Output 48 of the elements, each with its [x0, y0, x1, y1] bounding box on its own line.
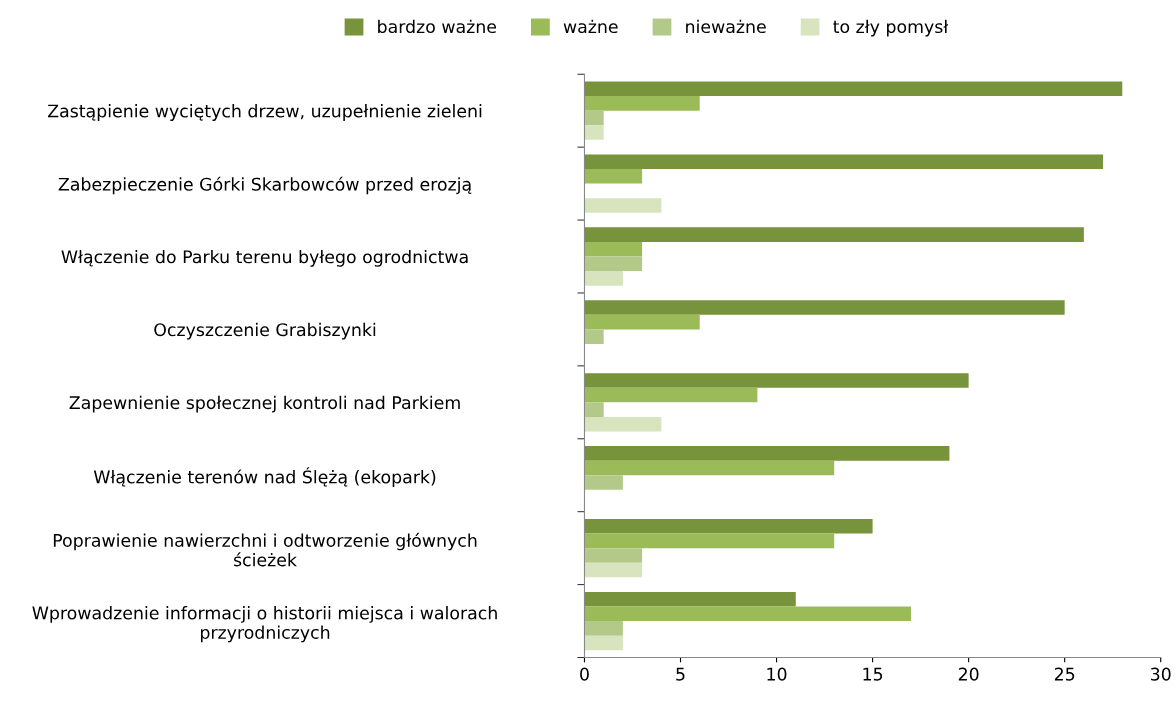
- bar: [584, 329, 604, 344]
- bar: [584, 81, 1123, 97]
- bar: [584, 125, 604, 140]
- y-tick-label: Zapewnienie społecznej kontroli nad Parkiem: [69, 395, 460, 413]
- x-tick-label: 30: [1150, 667, 1171, 681]
- bar: [584, 241, 643, 257]
- legend-label: nieważne: [686, 19, 766, 34]
- legend-label: to zły pomysł: [833, 19, 949, 37]
- y-tick-label: Zabezpieczenie Górki Skarbowców przed erozją: [58, 176, 472, 195]
- bar: [584, 402, 604, 417]
- bar: [584, 256, 643, 272]
- bar: [584, 271, 623, 286]
- bar: [584, 300, 1065, 315]
- bar: [584, 591, 796, 607]
- y-tick-label: Oczyszczenie Grabiszynki: [154, 322, 376, 340]
- bar: [584, 562, 643, 578]
- bar: [584, 416, 662, 432]
- bar: [584, 373, 969, 388]
- x-tick-label: 10: [767, 667, 787, 681]
- bar: [584, 548, 643, 563]
- legend-label: ważne: [563, 19, 618, 34]
- y-tick-label: Poprawienie nawierzchni i odtworzenie głównych ścieżek: [53, 532, 477, 567]
- x-tick-label: 25: [1054, 667, 1075, 681]
- bar: [584, 169, 643, 184]
- bar: [584, 621, 623, 636]
- bar: [584, 110, 604, 126]
- bar: [584, 460, 835, 476]
- bar: [584, 314, 700, 330]
- x-tick-label: 15: [863, 667, 883, 681]
- x-tick-label: 0: [580, 667, 589, 681]
- bar: [584, 154, 1104, 170]
- bar: [584, 518, 873, 534]
- y-tick-label: Wprowadzenie informacji o historii miejsca i walorach przyrodniczych: [32, 606, 497, 643]
- bar: [584, 96, 700, 111]
- x-tick-label: 5: [676, 667, 685, 681]
- bar: [584, 198, 662, 213]
- y-tick-label: Włączenie do Parku terenu byłego ogrodnictwa: [61, 249, 468, 267]
- x-tick-label: 20: [958, 667, 979, 681]
- bar: [584, 533, 835, 549]
- bar: [584, 606, 912, 622]
- y-tick-label: Włączenie terenów nad Ślężą (ekopark): [93, 467, 436, 487]
- y-tick-label: Zastąpienie wyciętych drzew, uzupełnienie zieleni: [47, 104, 482, 121]
- bar: [584, 387, 758, 403]
- bar: [584, 635, 623, 651]
- legend-label: bardzo ważne: [378, 19, 497, 34]
- bar: [584, 446, 950, 461]
- bar: [584, 227, 1084, 242]
- bar: [584, 475, 623, 490]
